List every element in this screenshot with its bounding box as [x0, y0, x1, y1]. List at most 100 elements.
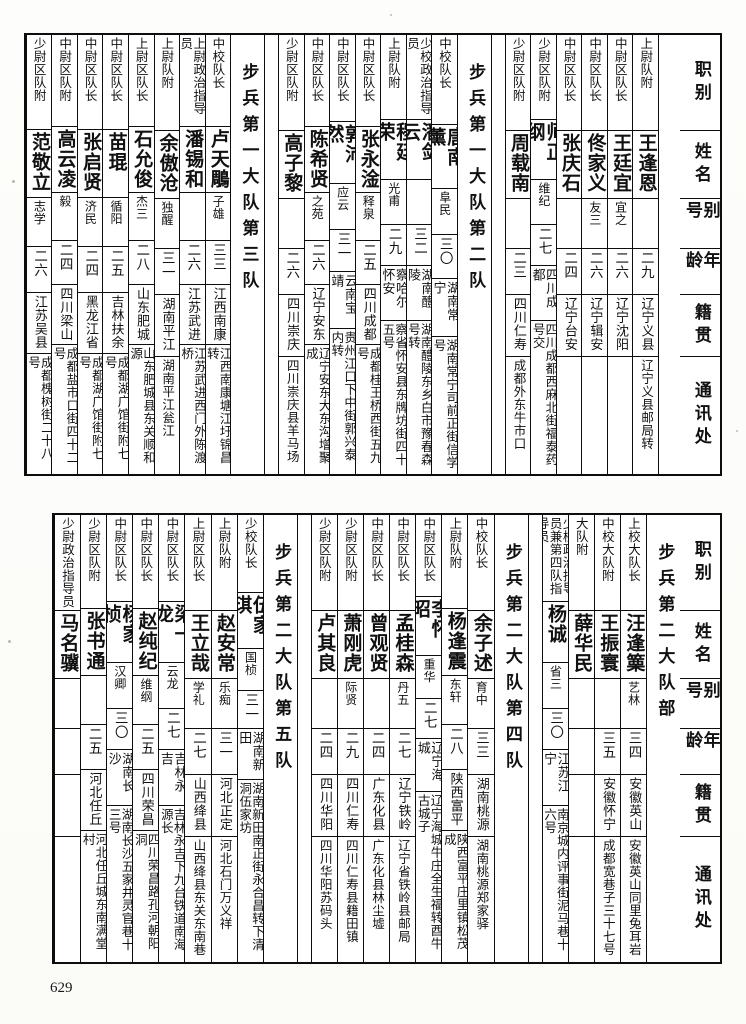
native-place-text: 吉林永吉 — [159, 752, 185, 793]
group-separator-column — [264, 35, 278, 474]
person-column: 上尉队附 王逢恩 二九 辽宁义县 辽宁义县邮局转 — [632, 35, 658, 474]
cell-name: 陈希贤 — [304, 127, 330, 193]
cell-age: 二三 — [505, 249, 531, 295]
person-column: 中尉区队长 曾观贤 二四 广东化县 广东化县林尘墟 — [363, 515, 390, 962]
cell-address: 湖南桃源郑家驿 — [468, 837, 493, 962]
native-place-text: 广东化县 — [369, 777, 385, 831]
cell-address: 辽宁义县邮局转 — [633, 357, 658, 474]
alias-text: 际贤 — [343, 681, 358, 706]
cell-age: 二七 — [531, 225, 556, 267]
cell-age: 二五 — [355, 241, 381, 286]
cell-rank: 中尉区队长 — [556, 35, 582, 131]
header-cell-rank: 职别 — [680, 35, 720, 131]
native-place-text: 陕西富平 — [447, 771, 463, 826]
cell-native-place: 察哈尔怀安 — [381, 266, 406, 322]
cell-native-place: 湖南新田 — [237, 729, 263, 780]
address-text: 四川荣昌路孔河朝阳洞 — [133, 832, 159, 950]
alias-text: 东轩 — [448, 677, 463, 703]
person-column: 中校队长 卢天鵰 子雄 三三 江西南康 江西南康塘江圩锦昌转 — [204, 35, 231, 474]
cell-alias: 之苑 — [304, 193, 330, 242]
cell-address: 辽宁安东大东沟增聚成 — [305, 345, 330, 474]
person-column: 少尉区队附 周载南 二三 四川仁寿 成都外东牛市口 — [504, 35, 531, 474]
address-text: 辽宁义县邮局转 — [639, 359, 655, 450]
alias-text: 艺林 — [626, 681, 641, 706]
cell-native-place: 四川崇庆 — [279, 295, 304, 357]
cell-address — [557, 357, 582, 474]
person-column: 中尉区队附 高云凌毅二四 四川梁山 成都盐市口街四十二号 — [51, 35, 77, 474]
native-place-text: 四川华阳 — [317, 777, 333, 831]
cell-name: 郭沛然 — [330, 122, 355, 185]
cell-native-place: 辽宁海城 — [416, 739, 442, 793]
cell-native-place: 四川荣昌 — [133, 770, 159, 831]
cell-alias: 子雄 — [205, 193, 231, 242]
unit-label: 步兵第一大队第二队 — [465, 63, 486, 297]
name-text: 石允俊 — [131, 129, 154, 190]
native-place-text: 辽宁海城 — [416, 740, 442, 782]
name-text: 王逢恩 — [635, 133, 658, 193]
cell-alias — [556, 199, 582, 249]
header-cell-address: 通讯处 — [680, 357, 720, 474]
rank-text: 少尉区队附 — [316, 517, 332, 582]
speck — [12, 180, 15, 183]
alias-text: 循阳 — [108, 199, 123, 225]
group-separator-column — [527, 515, 542, 962]
cell-alias: 毅 — [52, 193, 77, 242]
native-place-text: 湖南常宁 — [432, 280, 457, 322]
age-text: 二五 — [85, 726, 102, 755]
cell-name: 卢天鵰 — [205, 127, 231, 193]
age-text: 二六 — [31, 249, 48, 278]
header-cell-alias: 别号 — [680, 199, 720, 249]
cell-native-place: 江苏吴县 — [26, 293, 52, 355]
native-place-text: 辽宁安东 — [309, 287, 325, 342]
cell-native-place: 吉林扶余 — [103, 293, 128, 355]
address-text: 湖南平江瓮江 — [160, 359, 176, 437]
native-place-text: 江西南康 — [210, 287, 226, 342]
rank-text: 中尉区队长 — [587, 37, 603, 102]
cell-alias: 维纪 — [531, 180, 556, 226]
cell-alias — [568, 679, 594, 729]
rank-text: 中尉区队长 — [561, 37, 577, 102]
cell-native-place: 湖南长沙 — [107, 750, 133, 807]
cell-rank: 中尉区队长 — [364, 515, 390, 611]
alias-text: 毅 — [57, 194, 72, 208]
person-column: 中尉区队长 赵纯纪 维纲 二五 四川荣昌 四川荣昌路孔河朝阳洞 — [132, 515, 159, 962]
native-place-text: 辽宁台安 — [561, 297, 577, 351]
cell-rank: 少尉区队附 — [26, 35, 52, 131]
cell-address — [608, 357, 633, 474]
cell-rank: 少尉区队附 — [311, 515, 337, 611]
name-text: 伍家琪 — [237, 595, 263, 636]
name-text: 萧刚虎 — [340, 613, 363, 673]
native-place-text: 四川成都 — [360, 287, 376, 342]
cell-age: 二七 — [185, 729, 211, 775]
name-text: 潘锡和 — [182, 129, 205, 190]
age-text: 二六 — [586, 251, 603, 279]
age-text: 二四 — [82, 249, 99, 278]
cell-address: 湖南长沙五家井灵官巷十三号 — [107, 806, 132, 962]
cell-name: 梁一龙 — [159, 602, 185, 664]
person-column: 中尉区队长 郭沛然 应云 三一 云南宝靖 贵州江口下中街郭兴泰内转 — [329, 35, 355, 474]
address-text: 辽宁省铁岭县邮局 — [396, 839, 412, 943]
rank-text: 中尉区队长 — [112, 517, 128, 582]
cell-address: 湖南平江瓮江 — [155, 357, 180, 474]
address-text: 湖南桃源郑家驿 — [474, 839, 490, 930]
cell-age: 三〇 — [542, 709, 568, 751]
address-text: 江西南康塘江圩锦昌转 — [205, 347, 231, 465]
cell-rank: 少校队长 — [237, 515, 263, 594]
cell-native-place: 山西绛县 — [185, 775, 211, 837]
cell-rank: 上校大队长 — [620, 515, 646, 611]
cell-native-place: 河北任丘 — [81, 770, 107, 831]
native-place-text: 辽宁沈阳 — [612, 297, 628, 351]
cell-alias: 释泉 — [355, 193, 381, 242]
rank-text: 上尉队附 — [447, 517, 463, 569]
cell-native-place: 江苏武进 — [180, 285, 205, 346]
person-column: 大队附 薛华民 — [567, 515, 594, 962]
native-place-text: 湖南醴陵 — [406, 268, 432, 309]
alias-text: 乐痴 — [217, 681, 232, 706]
cell-rank: 少尉区队附 — [279, 35, 304, 131]
address-text: 成都盐市口街四十二号 — [52, 347, 77, 465]
cell-rank: 少尉区队附 — [505, 35, 531, 131]
cell-native-place: 四川仁寿 — [337, 775, 364, 837]
cell-age: 三三 — [468, 729, 494, 775]
address-text: 成都宽巷子三十七号 — [600, 839, 616, 956]
name-text: 郭沛然 — [330, 124, 355, 165]
